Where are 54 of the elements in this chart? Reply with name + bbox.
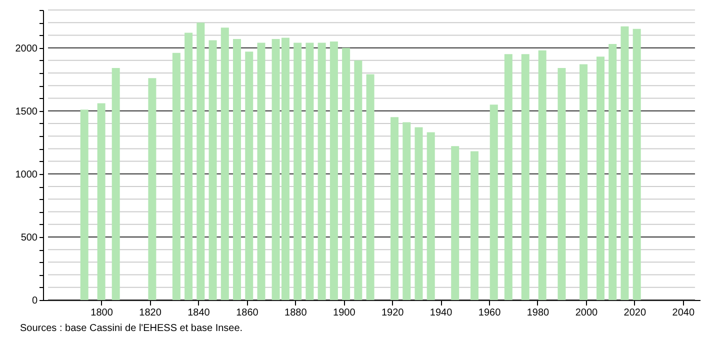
y-tick-label: 0: [32, 296, 38, 306]
x-tick-label: 1960: [478, 308, 502, 318]
bar: [330, 42, 338, 300]
bar: [426, 132, 435, 300]
bar: [294, 42, 302, 300]
x-tick-label: 1800: [90, 308, 114, 318]
x-tick-label: 1880: [284, 308, 308, 318]
bar: [342, 48, 350, 300]
bar: [490, 104, 498, 300]
bar: [184, 32, 193, 300]
x-tick-label: 1940: [430, 308, 453, 318]
bar: [504, 54, 512, 300]
x-tick-label: 2000: [575, 308, 598, 318]
bar: [306, 42, 314, 300]
x-tick-label: 2040: [672, 308, 695, 318]
bar: [112, 68, 120, 300]
bar: [414, 127, 423, 300]
bar: [596, 56, 604, 300]
bar: [148, 78, 156, 300]
x-tick-label: 1820: [139, 308, 162, 318]
source-note: Sources : base Cassini de l'EHESS et base Insee.: [20, 323, 243, 334]
x-tick-label: 1860: [236, 308, 259, 318]
bar: [196, 22, 205, 300]
bar: [366, 74, 374, 300]
bar: [538, 50, 546, 300]
y-tick-label: 500: [20, 232, 38, 244]
bar: [558, 68, 566, 300]
x-tick-label: 1920: [381, 308, 404, 318]
bar: [580, 64, 588, 300]
y-tick-label: 2000: [15, 43, 38, 54]
bar: [318, 42, 326, 300]
bar: [521, 54, 530, 300]
y-tick-label: 1000: [15, 169, 38, 180]
bar: [80, 110, 88, 300]
bar: [451, 146, 460, 300]
bar: [470, 151, 478, 300]
bar: [245, 52, 254, 300]
bar: [97, 103, 106, 300]
bar: [354, 60, 362, 300]
x-tick-label: 1980: [526, 308, 550, 318]
x-tick-label: 1840: [188, 308, 210, 318]
bar: [620, 26, 629, 300]
bar: [402, 122, 411, 300]
bar: [608, 44, 617, 300]
bar: [390, 117, 399, 300]
bar: [172, 52, 180, 300]
bar: [208, 40, 217, 300]
y-tick-label: 1500: [15, 106, 38, 118]
x-tick-label: 2020: [624, 308, 646, 318]
bar: [233, 39, 242, 300]
bar: [220, 28, 229, 300]
x-tick-label: 1900: [333, 308, 356, 318]
bar: [257, 42, 266, 300]
bar: [632, 28, 641, 300]
